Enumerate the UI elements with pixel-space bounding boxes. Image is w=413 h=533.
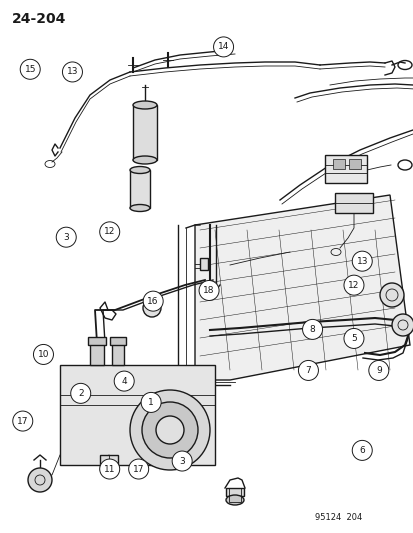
Circle shape	[379, 283, 403, 307]
Text: 5: 5	[350, 334, 356, 343]
Bar	[324, 155, 366, 183]
Text: 12: 12	[347, 281, 359, 289]
Ellipse shape	[133, 156, 157, 164]
Text: 14: 14	[217, 43, 229, 51]
Bar	[225, 488, 243, 496]
Circle shape	[172, 451, 192, 471]
Text: 24-204: 24-204	[12, 12, 66, 26]
Circle shape	[351, 440, 371, 461]
Bar	[60, 365, 214, 465]
Ellipse shape	[130, 205, 150, 212]
Circle shape	[368, 360, 388, 381]
Text: 4: 4	[121, 377, 127, 385]
Bar	[130, 170, 150, 208]
Circle shape	[343, 328, 363, 349]
Circle shape	[62, 62, 82, 82]
Text: 10: 10	[38, 350, 49, 359]
Text: 16: 16	[147, 297, 159, 305]
Bar	[348, 159, 360, 169]
Bar	[88, 337, 106, 345]
Circle shape	[199, 280, 218, 301]
Text: 3: 3	[179, 457, 185, 465]
Circle shape	[128, 459, 148, 479]
Text: 7: 7	[305, 366, 311, 375]
Circle shape	[20, 59, 40, 79]
Circle shape	[298, 360, 318, 381]
Circle shape	[156, 416, 183, 444]
Bar	[133, 105, 157, 160]
Circle shape	[141, 392, 161, 413]
Circle shape	[71, 383, 90, 403]
Circle shape	[56, 227, 76, 247]
Polygon shape	[195, 195, 409, 380]
Text: 2: 2	[78, 389, 83, 398]
Ellipse shape	[225, 495, 243, 505]
Circle shape	[13, 411, 33, 431]
Ellipse shape	[130, 166, 150, 174]
Bar	[334, 193, 372, 213]
Text: 17: 17	[17, 417, 28, 425]
Bar	[199, 258, 207, 270]
Circle shape	[114, 371, 134, 391]
Bar	[112, 343, 124, 365]
Text: 15: 15	[24, 65, 36, 74]
Text: 12: 12	[104, 228, 115, 236]
Circle shape	[28, 468, 52, 492]
Circle shape	[142, 299, 161, 317]
Circle shape	[142, 402, 197, 458]
Text: 13: 13	[66, 68, 78, 76]
Circle shape	[302, 319, 322, 340]
Ellipse shape	[133, 101, 157, 109]
Text: 3: 3	[63, 233, 69, 241]
Circle shape	[143, 291, 163, 311]
Bar	[100, 455, 118, 470]
Text: 18: 18	[203, 286, 214, 295]
Text: 6: 6	[358, 446, 364, 455]
Text: 8: 8	[309, 325, 315, 334]
Bar	[332, 159, 344, 169]
Circle shape	[391, 314, 413, 336]
Text: 13: 13	[356, 257, 367, 265]
Text: 11: 11	[104, 465, 115, 473]
Text: 9: 9	[375, 366, 381, 375]
Circle shape	[100, 222, 119, 242]
Text: 95124  204: 95124 204	[314, 513, 361, 522]
Text: 17: 17	[133, 465, 144, 473]
Circle shape	[100, 459, 119, 479]
Circle shape	[213, 37, 233, 57]
Circle shape	[130, 390, 209, 470]
Circle shape	[33, 344, 53, 365]
Circle shape	[351, 251, 371, 271]
Text: 1: 1	[148, 398, 154, 407]
Bar	[90, 343, 104, 365]
Circle shape	[343, 275, 363, 295]
Bar	[110, 337, 126, 345]
